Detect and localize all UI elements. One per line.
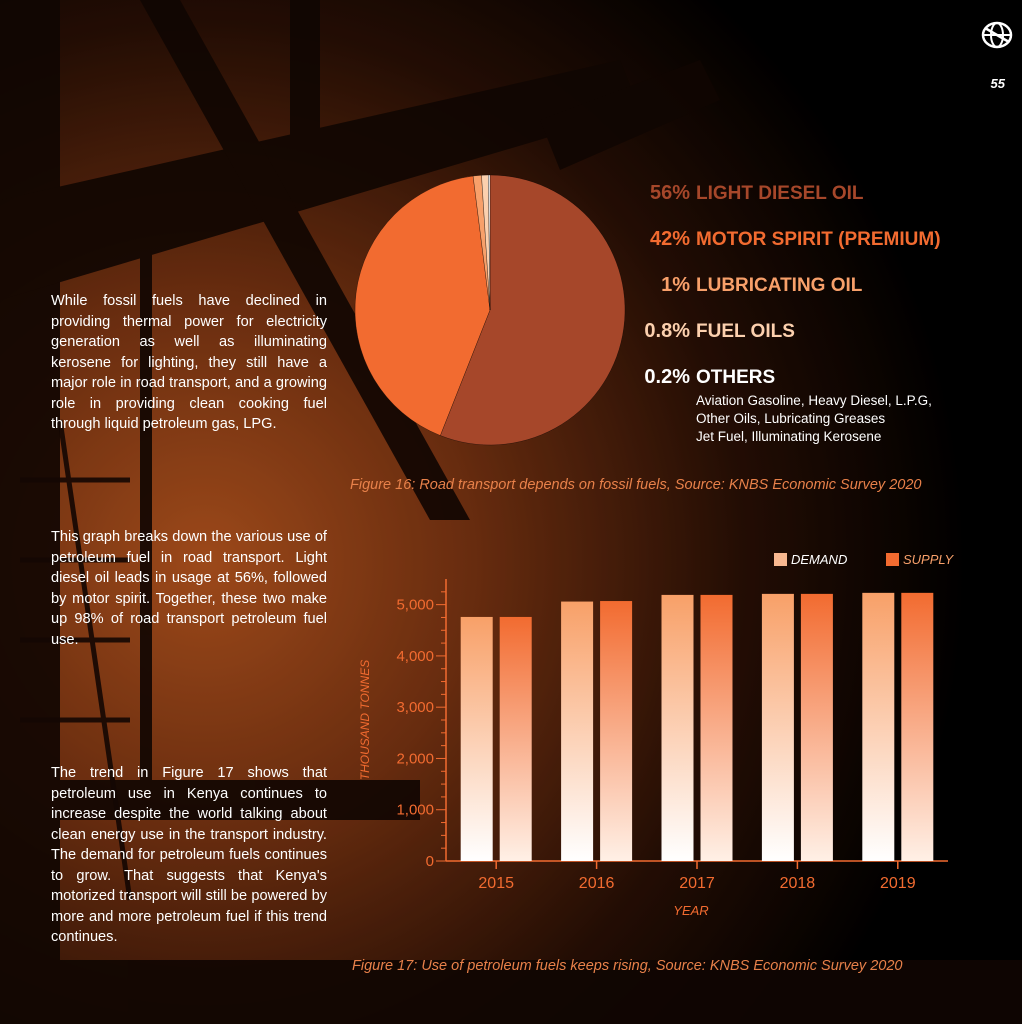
paragraph-2: This graph breaks down the various use o… (51, 529, 327, 648)
legend-label-demand: DEMAND (791, 552, 848, 567)
pie-legend-row: 42% MOTOR SPIRIT (PREMIUM) (600, 224, 1020, 270)
pie-legend-row: 56% LIGHT DIESEL OIL (600, 178, 1020, 224)
bar-supply-2017 (700, 594, 733, 861)
figure-17-caption: Figure 17: Use of petroleum fuels keeps … (352, 958, 903, 974)
x-tick-label: 2017 (679, 875, 715, 892)
figure-16-caption: Figure 16: Road transport depends on fos… (350, 477, 922, 493)
pie-slice-others (488, 174, 491, 311)
bar-chart: 0 1,000 2,000 3,000 4,000 5,000 2015 2016 2017 20… (358, 579, 948, 918)
bar-demand-2018 (761, 593, 794, 861)
bar-supply-2015 (499, 616, 532, 861)
legend-supply: SUPPLY (886, 552, 953, 567)
x-tick-label: 2015 (478, 875, 514, 892)
x-tick-label: 2016 (579, 875, 615, 892)
y-tick-label: 2,000 (396, 750, 434, 767)
bar-demand-2016 (561, 601, 594, 861)
y-tick-label: 5,000 (396, 597, 434, 614)
y-tick-label: 0 (426, 853, 434, 870)
legend-demand: DEMAND (774, 552, 847, 567)
others-note-line: Aviation Gasoline, Heavy Diesel, L.P.G, (696, 393, 932, 408)
bar-demand-2015 (460, 616, 493, 861)
x-axis-label: YEAR (673, 903, 708, 918)
legend-pct-light-diesel: 56% (649, 182, 690, 204)
pie-legend-row: 0.2% OTHERS (600, 362, 1020, 408)
page-number: 55 (990, 76, 1005, 91)
legend-swatch-supply (886, 553, 899, 566)
legend-label-motor-spirit: MOTOR SPIRIT (PREMIUM) (696, 229, 941, 250)
legend-pct-motor-spirit: 42% (649, 228, 690, 250)
bar-supply-2018 (800, 593, 833, 861)
x-tick-label: 2019 (880, 875, 916, 892)
globe-logo-icon (981, 21, 1013, 49)
y-axis-label: THOUSAND TONNES (358, 660, 372, 780)
y-tick-label: 4,000 (396, 648, 434, 665)
bar-demand-2017 (661, 594, 694, 861)
pie-slice-motor-spirit-premium (354, 175, 491, 436)
legend-label-lubricating-oil: LUBRICATING OIL (696, 275, 863, 296)
pie-legend-row: 0.8% FUEL OILS (600, 316, 1020, 362)
x-tick-label: 2018 (780, 875, 816, 892)
paragraph-3: The trend in Figure 17 shows that petrol… (51, 765, 327, 945)
legend-swatch-demand (774, 553, 787, 566)
pie-slice-light-diesel-oil (440, 174, 626, 446)
others-note-line: Other Oils, Lubricating Greases (696, 411, 886, 426)
pie-chart (354, 174, 626, 446)
legend-label-fuel-oils: FUEL OILS (696, 321, 795, 342)
y-tick-label: 1,000 (396, 802, 434, 819)
others-note: Aviation Gasoline, Heavy Diesel, L.P.G, … (696, 392, 932, 446)
y-tick-label: 3,000 (396, 699, 434, 716)
legend-pct-fuel-oils: 0.8% (644, 320, 690, 342)
bar-supply-2016 (600, 601, 633, 861)
legend-label-light-diesel: LIGHT DIESEL OIL (696, 183, 864, 204)
pie-legend-row: 1% LUBRICATING OIL (600, 270, 1020, 316)
pie-legend: 56% LIGHT DIESEL OIL 42% MOTOR SPIRIT (P… (600, 178, 1020, 444)
legend-label-supply: SUPPLY (903, 552, 954, 567)
legend-label-others: OTHERS (696, 367, 776, 388)
others-note-line: Jet Fuel, Illuminating Kerosene (696, 429, 882, 444)
paragraph-1: While fossil fuels have declined in prov… (51, 293, 327, 432)
legend-pct-others: 0.2% (644, 366, 690, 388)
bar-supply-2019 (901, 592, 934, 861)
legend-pct-lubricating-oil: 1% (661, 274, 690, 296)
bar-demand-2019 (862, 592, 895, 861)
